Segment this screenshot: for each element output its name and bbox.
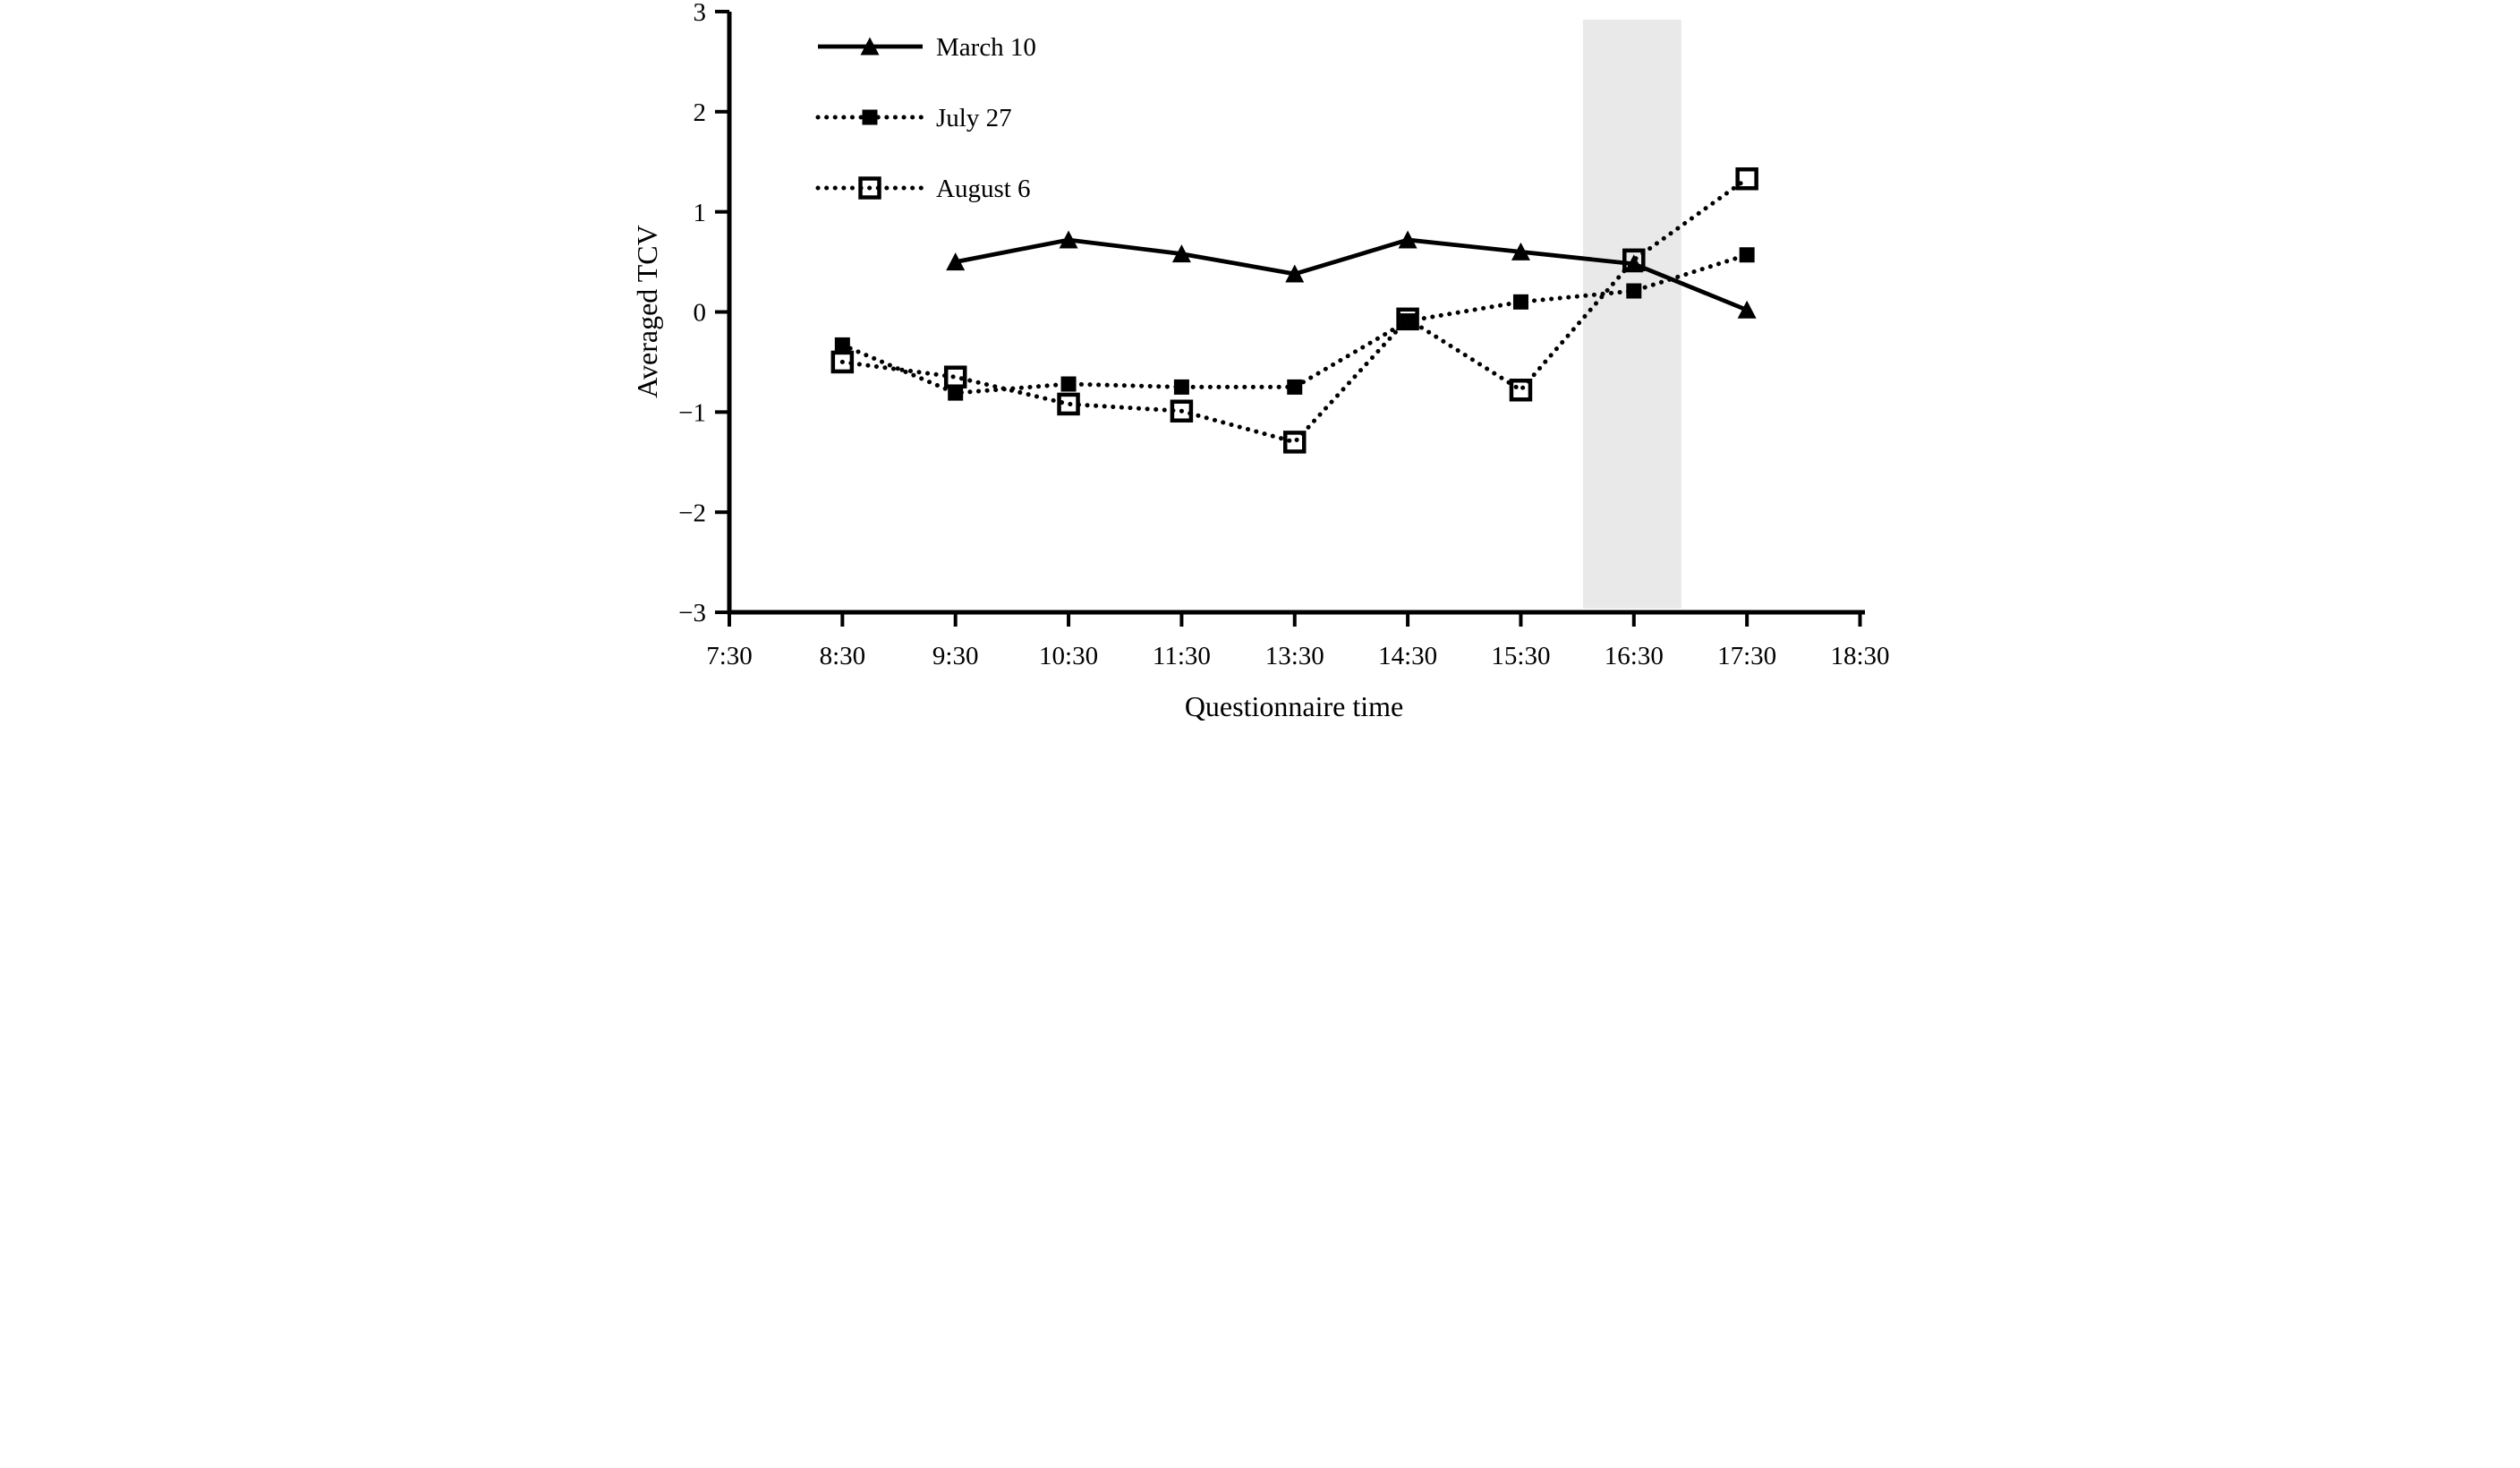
marker-filled-square — [1626, 283, 1642, 299]
marker-open-square — [830, 350, 855, 374]
series-march-10 — [946, 230, 1757, 319]
x-axis-title: Questionnaire time — [1185, 690, 1403, 722]
marker-filled-square — [1060, 376, 1077, 392]
highlight-band — [1582, 19, 1681, 609]
marker-open-square — [1735, 166, 1758, 191]
y-tick-label: −3 — [678, 599, 706, 627]
marker-filled-triangle — [1511, 242, 1530, 260]
series-line-march-10 — [955, 237, 1749, 312]
x-tick-label: 13:30 — [1265, 642, 1324, 670]
y-tick-label: −1 — [678, 399, 706, 428]
x-tick-label: 14:30 — [1378, 642, 1437, 670]
legend-label: August 6 — [936, 175, 1031, 203]
y-axis-title: Averaged TCV — [631, 225, 663, 397]
series-line-august-6 — [839, 176, 1750, 445]
legend-filled-square-icon — [862, 109, 878, 125]
marker-filled-triangle — [1398, 230, 1418, 249]
marker-filled-triangle — [1171, 244, 1191, 263]
marker-filled-triangle — [1737, 300, 1757, 319]
marker-open-square — [1057, 392, 1080, 416]
marker-open-square — [1396, 307, 1419, 331]
legend-item-august-6: August 6 — [815, 175, 1031, 203]
legend-filled-triangle-icon — [860, 37, 880, 55]
legend-label: March 10 — [936, 33, 1036, 62]
legend-item-march-10: March 10 — [818, 33, 1036, 62]
marker-filled-triangle — [1285, 264, 1305, 283]
line-chart: −3 −2 −1 0 1 2 3 7:30 8:30 9:30 10:30 11:30 13:30 14:… — [630, 0, 1890, 734]
x-tick-label: 10:30 — [1039, 642, 1098, 670]
marker-filled-square — [1287, 379, 1303, 395]
marker-filled-square — [1512, 294, 1528, 310]
y-tick-label: 1 — [694, 199, 707, 227]
legend-label: July 27 — [936, 104, 1012, 132]
x-tick-label: 15:30 — [1491, 642, 1550, 670]
series-layer — [830, 166, 1758, 454]
marker-open-square — [1509, 378, 1533, 402]
x-tick-label: 16:30 — [1605, 642, 1664, 670]
series-july-27 — [834, 247, 1755, 401]
marker-filled-triangle — [946, 252, 966, 271]
marker-filled-square — [1173, 379, 1189, 395]
legend: March 10 July 27 August 6 — [815, 33, 1036, 203]
y-tick-label: 3 — [694, 0, 707, 27]
legend-open-square-icon — [858, 176, 881, 200]
marker-open-square — [1283, 431, 1307, 454]
legend-item-july-27: July 27 — [815, 104, 1012, 132]
y-tick-label: 2 — [694, 98, 707, 127]
marker-filled-square — [948, 385, 964, 401]
x-tick-label: 18:30 — [1830, 642, 1889, 670]
axes-layer: −3 −2 −1 0 1 2 3 7:30 8:30 9:30 10:30 11:30 13:30 14:… — [678, 0, 1889, 670]
marker-filled-square — [1739, 247, 1755, 263]
y-tick-label: −2 — [678, 499, 706, 527]
y-tick-label: 0 — [694, 299, 707, 328]
marker-filled-square — [834, 337, 850, 353]
series-august-6 — [830, 166, 1758, 454]
marker-filled-triangle — [1059, 230, 1078, 249]
marker-open-square — [1622, 248, 1646, 272]
x-tick-label: 17:30 — [1717, 642, 1776, 670]
x-tick-label: 7:30 — [706, 642, 753, 670]
x-tick-label: 9:30 — [932, 642, 979, 670]
averaged-tcv-chart-figure: −3 −2 −1 0 1 2 3 7:30 8:30 9:30 10:30 11:30 13:30 14:… — [630, 0, 1890, 734]
highlight-band-layer — [1582, 19, 1681, 609]
x-tick-label: 11:30 — [1153, 642, 1211, 670]
marker-open-square — [1170, 399, 1194, 422]
x-tick-label: 8:30 — [820, 642, 866, 670]
marker-open-square — [943, 365, 967, 388]
